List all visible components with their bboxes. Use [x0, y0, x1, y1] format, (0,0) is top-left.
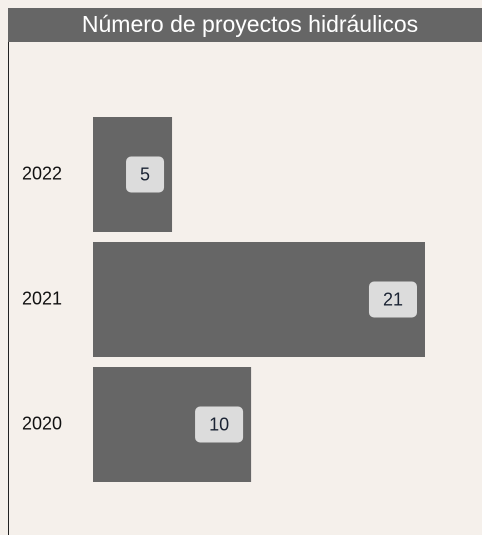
value-label-box: [195, 406, 244, 443]
value-label: 10: [209, 414, 229, 434]
value-label-box: [368, 281, 417, 318]
y-tick-label: 2021: [22, 288, 62, 308]
value-label: 5: [140, 164, 150, 184]
value-label-box: [126, 156, 165, 193]
value-label: 21: [383, 289, 403, 309]
y-tick-label: 2022: [22, 163, 62, 183]
title-bar: [8, 8, 482, 42]
y-tick-label: 2020: [22, 413, 62, 433]
chart-title: Número de proyectos hidráulicos: [82, 11, 418, 37]
